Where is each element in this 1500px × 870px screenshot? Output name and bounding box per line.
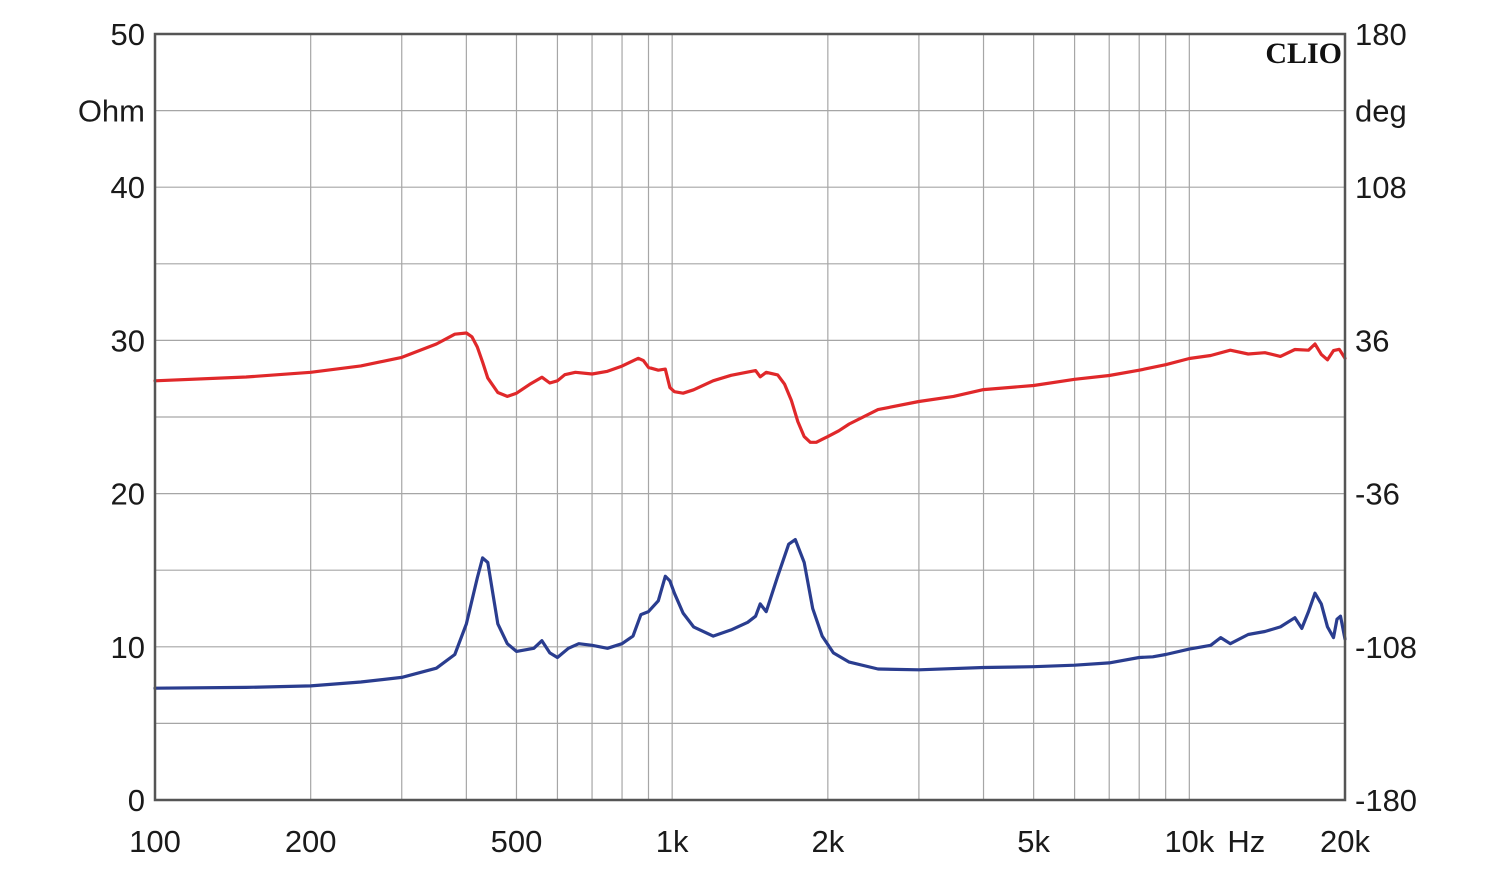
right-tick-label: 36 — [1355, 323, 1389, 358]
x-tick-label: 200 — [285, 824, 337, 859]
series-layer — [153, 331, 1347, 690]
right-axis-tick-labels: -180 -108 -36 36 108 180 — [1355, 17, 1417, 818]
brand-label: CLIO — [1265, 37, 1342, 70]
x-axis-tick-labels: 100 200 500 1k 2k 5k 10k 20k — [129, 824, 1370, 859]
x-tick-label: 100 — [129, 824, 181, 859]
left-tick-label: 10 — [111, 630, 145, 665]
left-tick-label: 40 — [111, 170, 145, 205]
x-tick-label: 2k — [811, 824, 844, 859]
x-tick-label: 500 — [491, 824, 543, 859]
x-tick-label: 20k — [1320, 824, 1370, 859]
x-axis-unit: Hz — [1227, 824, 1265, 859]
right-tick-label: 180 — [1355, 17, 1407, 52]
left-tick-label: 0 — [128, 783, 145, 818]
left-tick-label: 50 — [111, 17, 145, 52]
left-tick-label: 20 — [111, 477, 145, 512]
plot-frame — [153, 32, 1347, 802]
left-axis-tick-labels: 0 10 20 30 40 50 — [111, 17, 145, 818]
right-tick-label: 108 — [1355, 170, 1407, 205]
x-tick-label: 5k — [1017, 824, 1050, 859]
left-axis-unit: Ohm — [78, 94, 145, 129]
left-tick-label: 30 — [111, 323, 145, 358]
phase-curve — [153, 331, 1347, 444]
right-tick-label: -180 — [1355, 783, 1417, 818]
right-tick-label: -108 — [1355, 630, 1417, 665]
right-axis-unit: deg — [1355, 94, 1407, 129]
impedance-curve — [153, 537, 1347, 690]
x-tick-label: 10k — [1164, 824, 1214, 859]
x-tick-label: 1k — [656, 824, 689, 859]
right-tick-label: -36 — [1355, 477, 1400, 512]
